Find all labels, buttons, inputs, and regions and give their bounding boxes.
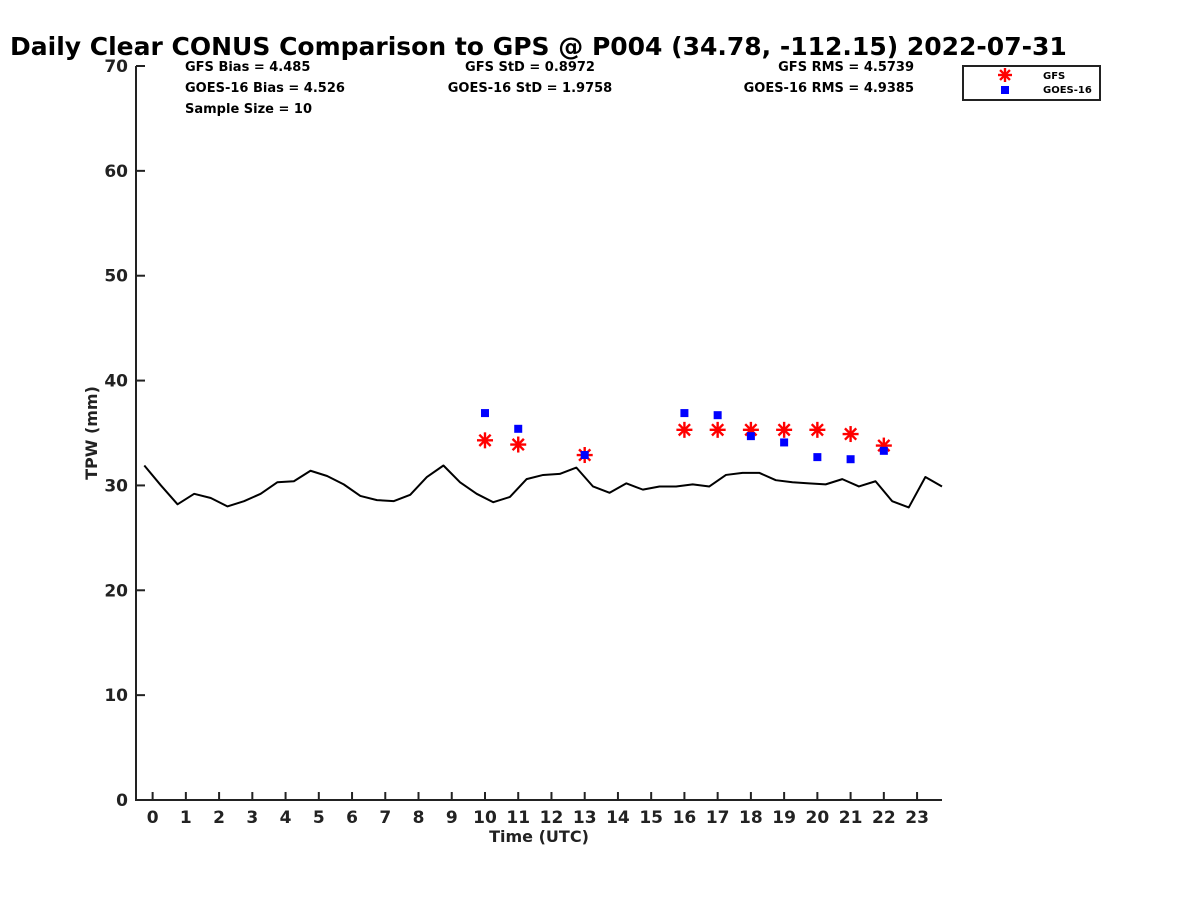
- y-tick-label-10: 10: [104, 686, 128, 706]
- x-tick-label-8: 8: [413, 808, 425, 828]
- point-gfs-10: [476, 432, 493, 449]
- x-tick-label-10: 10: [473, 808, 497, 828]
- x-tick-label-21: 21: [839, 808, 863, 828]
- point-gfs-19: [776, 421, 793, 438]
- plot-area: [143, 409, 943, 509]
- x-axis-label: Time (UTC): [489, 827, 589, 846]
- y-tick-label-20: 20: [104, 581, 128, 601]
- point-goes-16-11: [514, 424, 523, 433]
- chart-title: Daily Clear CONUS Comparison to GPS @ P0…: [10, 32, 1067, 61]
- point-goes-16-20: [813, 453, 822, 462]
- point-gfs-21: [842, 426, 859, 443]
- legend-label-goes16: GOES-16: [1043, 85, 1092, 96]
- y-tick-label-30: 30: [104, 476, 128, 496]
- point-goes-16-17: [713, 411, 722, 420]
- y-axis-label: TPW (mm): [82, 386, 101, 480]
- x-tick-label-9: 9: [446, 808, 458, 828]
- goes-rms-stat: GOES-16 RMS = 4.9385: [744, 81, 914, 96]
- point-gfs-11: [510, 436, 527, 453]
- x-tick-label-1: 1: [180, 808, 192, 828]
- sample-size-stat: Sample Size = 10: [185, 102, 312, 117]
- x-tick-label-17: 17: [706, 808, 730, 828]
- gfs-bias-stat: GFS Bias = 4.485: [185, 60, 310, 75]
- x-tick-label-2: 2: [213, 808, 225, 828]
- x-tick-label-4: 4: [280, 808, 292, 828]
- point-goes-16-22: [879, 446, 888, 455]
- legend-square-goes16: [1001, 86, 1009, 94]
- y-tick-label-70: 70: [104, 57, 128, 77]
- stats-annotations: GFS Bias = 4.485 GOES-16 Bias = 4.526 Sa…: [185, 60, 914, 117]
- y-tick-label-40: 40: [104, 372, 128, 392]
- legend-marker-goes16: [1001, 86, 1009, 94]
- goes-bias-stat: GOES-16 Bias = 4.526: [185, 81, 345, 96]
- x-tick-label-3: 3: [246, 808, 258, 828]
- y-tick-label-0: 0: [116, 791, 128, 811]
- y-tick-label-60: 60: [104, 162, 128, 182]
- point-goes-16-16: [680, 409, 689, 418]
- x-tick-label-5: 5: [313, 808, 325, 828]
- x-tick-label-20: 20: [806, 808, 830, 828]
- x-tick-label-13: 13: [573, 808, 597, 828]
- point-goes-16-18: [746, 432, 755, 441]
- gfs-std-stat: GFS StD = 0.8972: [465, 60, 595, 75]
- legend-label-gfs: GFS: [1043, 71, 1065, 82]
- x-tick-label-11: 11: [506, 808, 530, 828]
- point-goes-16-10: [480, 409, 489, 418]
- x-tick-label-19: 19: [772, 808, 796, 828]
- x-tick-label-15: 15: [639, 808, 663, 828]
- legend-box: [962, 65, 1101, 101]
- x-tick-label-6: 6: [346, 808, 358, 828]
- x-tick-label-16: 16: [673, 808, 697, 828]
- x-tick-label-23: 23: [905, 808, 929, 828]
- x-tick-label-0: 0: [147, 808, 159, 828]
- x-tick-label-22: 22: [872, 808, 896, 828]
- legend-marker-gfs: [998, 68, 1012, 82]
- x-tick-label-7: 7: [379, 808, 391, 828]
- point-gfs-20: [809, 421, 826, 438]
- goes-std-stat: GOES-16 StD = 1.9758: [448, 81, 612, 96]
- legend-asterisk-gfs: [998, 68, 1012, 82]
- x-tick-label-14: 14: [606, 808, 630, 828]
- series-line-gps: [143, 464, 943, 509]
- point-gfs-17: [709, 421, 726, 438]
- point-goes-16-19: [780, 438, 789, 447]
- legend: GFS GOES-16: [962, 65, 1101, 101]
- point-goes-16-13: [580, 451, 589, 460]
- point-gfs-16: [676, 421, 693, 438]
- x-tick-label-18: 18: [739, 808, 763, 828]
- point-goes-16-21: [846, 455, 855, 464]
- x-tick-label-12: 12: [540, 808, 564, 828]
- y-tick-label-50: 50: [104, 267, 128, 287]
- gfs-rms-stat: GFS RMS = 4.5739: [778, 60, 914, 75]
